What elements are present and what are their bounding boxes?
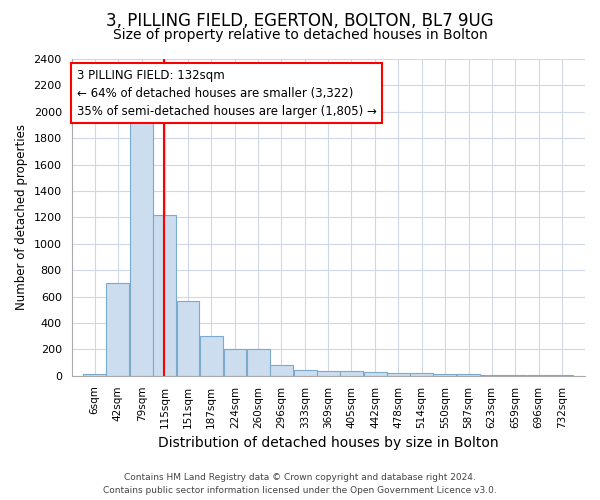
Text: 3, PILLING FIELD, EGERTON, BOLTON, BL7 9UG: 3, PILLING FIELD, EGERTON, BOLTON, BL7 9…: [106, 12, 494, 30]
Bar: [410, 374, 433, 376]
Bar: [317, 371, 340, 376]
Bar: [176, 300, 199, 376]
Bar: [364, 372, 386, 376]
X-axis label: Distribution of detached houses by size in Bolton: Distribution of detached houses by size …: [158, 436, 499, 450]
Bar: [130, 120, 153, 376]
Bar: [106, 284, 129, 376]
Bar: [247, 350, 269, 376]
Text: Size of property relative to detached houses in Bolton: Size of property relative to detached ho…: [113, 28, 487, 42]
Bar: [457, 374, 480, 376]
Bar: [293, 370, 317, 376]
Bar: [433, 374, 456, 376]
Bar: [480, 375, 503, 376]
Bar: [200, 336, 223, 376]
Bar: [503, 375, 526, 376]
Text: Contains HM Land Registry data © Crown copyright and database right 2024.
Contai: Contains HM Land Registry data © Crown c…: [103, 473, 497, 495]
Bar: [527, 375, 550, 376]
Bar: [550, 375, 573, 376]
Y-axis label: Number of detached properties: Number of detached properties: [15, 124, 28, 310]
Bar: [154, 215, 176, 376]
Text: 3 PILLING FIELD: 132sqm
← 64% of detached houses are smaller (3,322)
35% of semi: 3 PILLING FIELD: 132sqm ← 64% of detache…: [77, 68, 377, 117]
Bar: [340, 371, 363, 376]
Bar: [83, 374, 106, 376]
Bar: [387, 373, 410, 376]
Bar: [270, 366, 293, 376]
Bar: [224, 350, 247, 376]
